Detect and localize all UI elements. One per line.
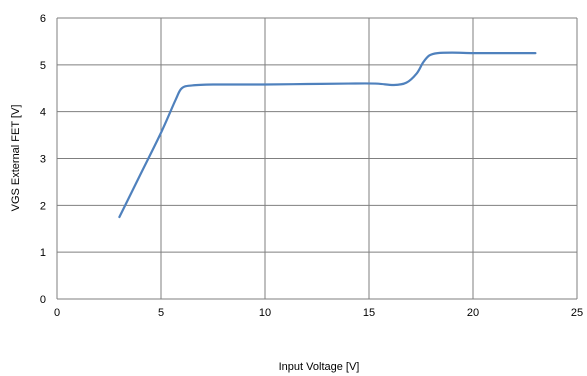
x-tick-label: 25	[571, 307, 583, 319]
y-tick-label: 0	[40, 294, 46, 306]
x-tick-label: 20	[467, 307, 479, 319]
series-group	[118, 51, 537, 219]
y-tick-label: 3	[40, 154, 46, 166]
grid	[56, 17, 578, 300]
y-axis-label: VGS External FET [V]	[10, 105, 22, 212]
x-axis-label: Input Voltage [V]	[279, 361, 360, 373]
y-tick-label: 6	[40, 13, 46, 25]
series-line-0	[118, 51, 537, 219]
tick-labels: 0 5 10 15 20 25 0 1 2 3 4 5 6	[40, 13, 583, 319]
x-tick-label: 5	[158, 307, 164, 319]
x-tick-label: 0	[54, 307, 60, 319]
x-tick-label: 15	[363, 307, 375, 319]
y-tick-label: 5	[40, 60, 46, 72]
y-tick-label: 1	[40, 247, 46, 259]
y-tick-label: 4	[40, 107, 46, 119]
y-tick-label: 2	[40, 200, 46, 212]
x-tick-label: 10	[259, 307, 271, 319]
